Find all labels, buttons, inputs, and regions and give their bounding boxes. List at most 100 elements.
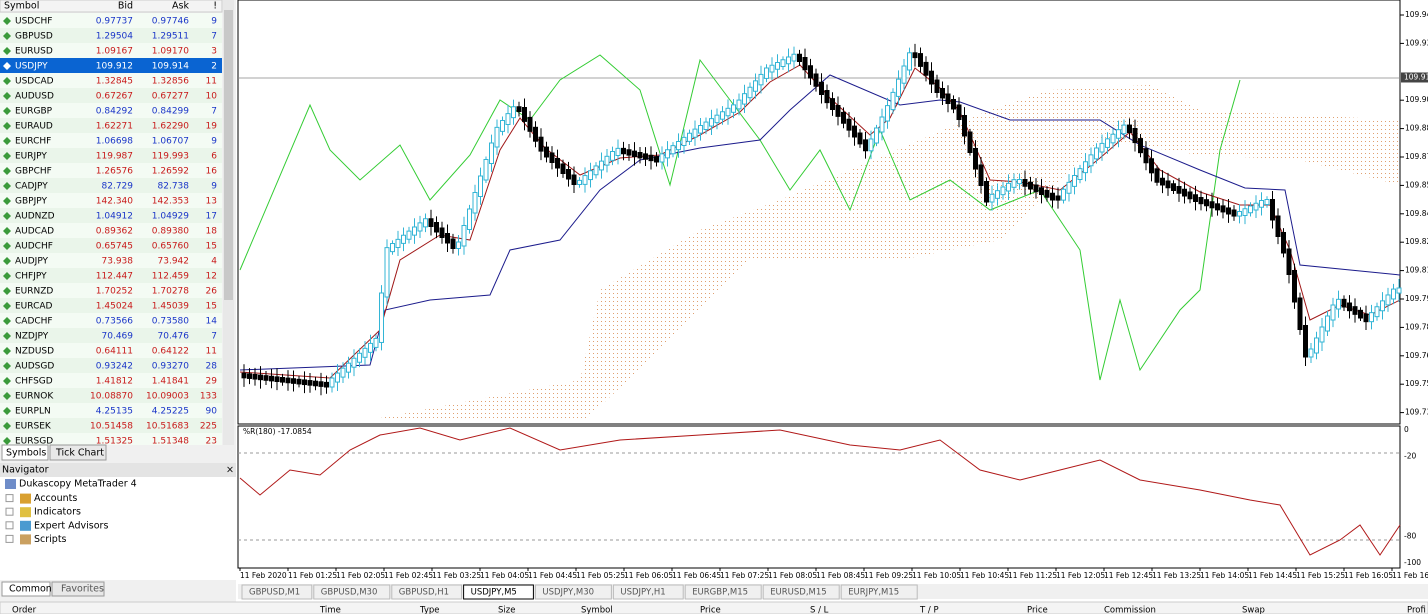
price-label: 109.810 [1405,266,1428,275]
tree-item[interactable]: Indicators [34,507,81,518]
symbol-row[interactable] [0,433,222,448]
chart-tab[interactable] [463,584,534,600]
spread: 15 [206,302,217,312]
row-icon [3,437,11,445]
spread: 19 [206,122,218,132]
symbol-row[interactable] [0,283,222,298]
symbol-row[interactable] [0,388,222,403]
symbol-row[interactable] [0,73,222,88]
symbol-row[interactable] [0,163,222,178]
chart-tab[interactable] [313,584,391,600]
symbol-row[interactable] [0,58,222,73]
price-label: 109.735 [1405,408,1428,417]
candle-body [263,375,269,381]
candle-body [478,175,483,197]
candle-body [384,247,390,298]
close-button[interactable]: × [226,465,234,476]
expand-box[interactable] [5,521,14,530]
symbol-row[interactable] [0,148,222,163]
tree-item[interactable]: Accounts [34,493,77,504]
spread: 16 [206,167,218,177]
candle-body [1110,133,1116,144]
symbol-row[interactable] [0,358,222,373]
ask-price: 1.26592 [152,167,189,177]
symbol-row[interactable] [0,298,222,313]
chart-tab[interactable] [612,584,684,600]
candle-body [1209,201,1215,209]
bid-price: 0.64111 [96,347,133,357]
chikou-line [239,54,1241,381]
tree-item[interactable]: Scripts [34,534,67,545]
tree-item[interactable]: Expert Advisors [34,520,108,531]
chart-tab[interactable] [391,584,463,600]
ask-price: 109.914 [152,62,189,72]
scroll-thumb[interactable] [224,10,233,300]
chart-tab[interactable] [241,584,313,600]
expand-box[interactable] [5,494,14,503]
symbol-row[interactable] [0,418,222,433]
column-header: ! [213,1,217,12]
symbol-row[interactable] [0,268,222,283]
tab[interactable] [1,444,49,461]
time-label: 11 Feb 04:05 [480,571,529,580]
tab[interactable] [49,444,107,461]
candle-body [549,152,555,163]
bid-price: 0.67267 [96,92,133,102]
row-icon [3,257,11,265]
candle-body [830,98,835,110]
symbol-row[interactable] [0,313,222,328]
bid-price: 0.97737 [96,17,133,27]
candle-body [742,93,747,105]
candle-body [1314,337,1319,354]
expand-box[interactable] [5,534,14,543]
symbol-row[interactable] [0,328,222,343]
candle-body [1154,168,1160,183]
chart-tab[interactable] [840,584,918,600]
time-label: 11 Feb 13:25 [1152,571,1201,580]
candle-body [720,111,725,120]
symbol-row[interactable] [0,28,222,43]
chart-tab-label: EURGBP,M15 [692,588,748,598]
candle-body [472,192,478,214]
symbol-row[interactable] [0,208,222,223]
symbol-row[interactable] [0,13,222,28]
candle-body [1182,188,1187,197]
chart-tab[interactable] [762,584,840,600]
symbol-row[interactable] [0,178,222,193]
symbol-row[interactable] [0,193,222,208]
candle-body [626,149,632,156]
symbol-row[interactable] [0,88,222,103]
symbol-name: AUDNZD [15,212,55,222]
symbol-row[interactable] [0,373,222,388]
symbol-row[interactable] [0,403,222,418]
candle-body [274,376,280,382]
symbol-row[interactable] [0,223,222,238]
symbol-row[interactable] [0,118,222,133]
symbol-row[interactable] [0,103,222,118]
candle-body [1303,325,1308,358]
chart-tab[interactable] [534,584,612,600]
candle-body [1319,326,1325,343]
row-icon [3,182,11,190]
candle-body [1248,205,1253,214]
tab[interactable] [51,581,105,597]
expand-box[interactable] [5,507,14,516]
symbol-row[interactable] [0,238,222,253]
ask-price: 0.89380 [152,227,189,237]
symbol-row[interactable] [0,43,222,58]
ask-price: 1.70278 [152,287,189,297]
candle-body [1259,200,1264,208]
spread: 23 [206,437,217,447]
candle-body [841,111,846,124]
time-label: 11 Feb 12:05 [1056,571,1105,580]
chart-tab[interactable] [684,584,762,600]
tree-item[interactable]: Dukascopy MetaTrader 4 [19,479,137,490]
bid-price: 1.51325 [96,437,133,447]
candle-body [1380,300,1385,312]
symbol-row[interactable] [0,253,222,268]
symbol-row[interactable] [0,343,222,358]
tab[interactable] [1,581,51,597]
symbol-row[interactable] [0,133,222,148]
candle-body [813,73,819,87]
ask-price: 0.84299 [152,107,189,117]
